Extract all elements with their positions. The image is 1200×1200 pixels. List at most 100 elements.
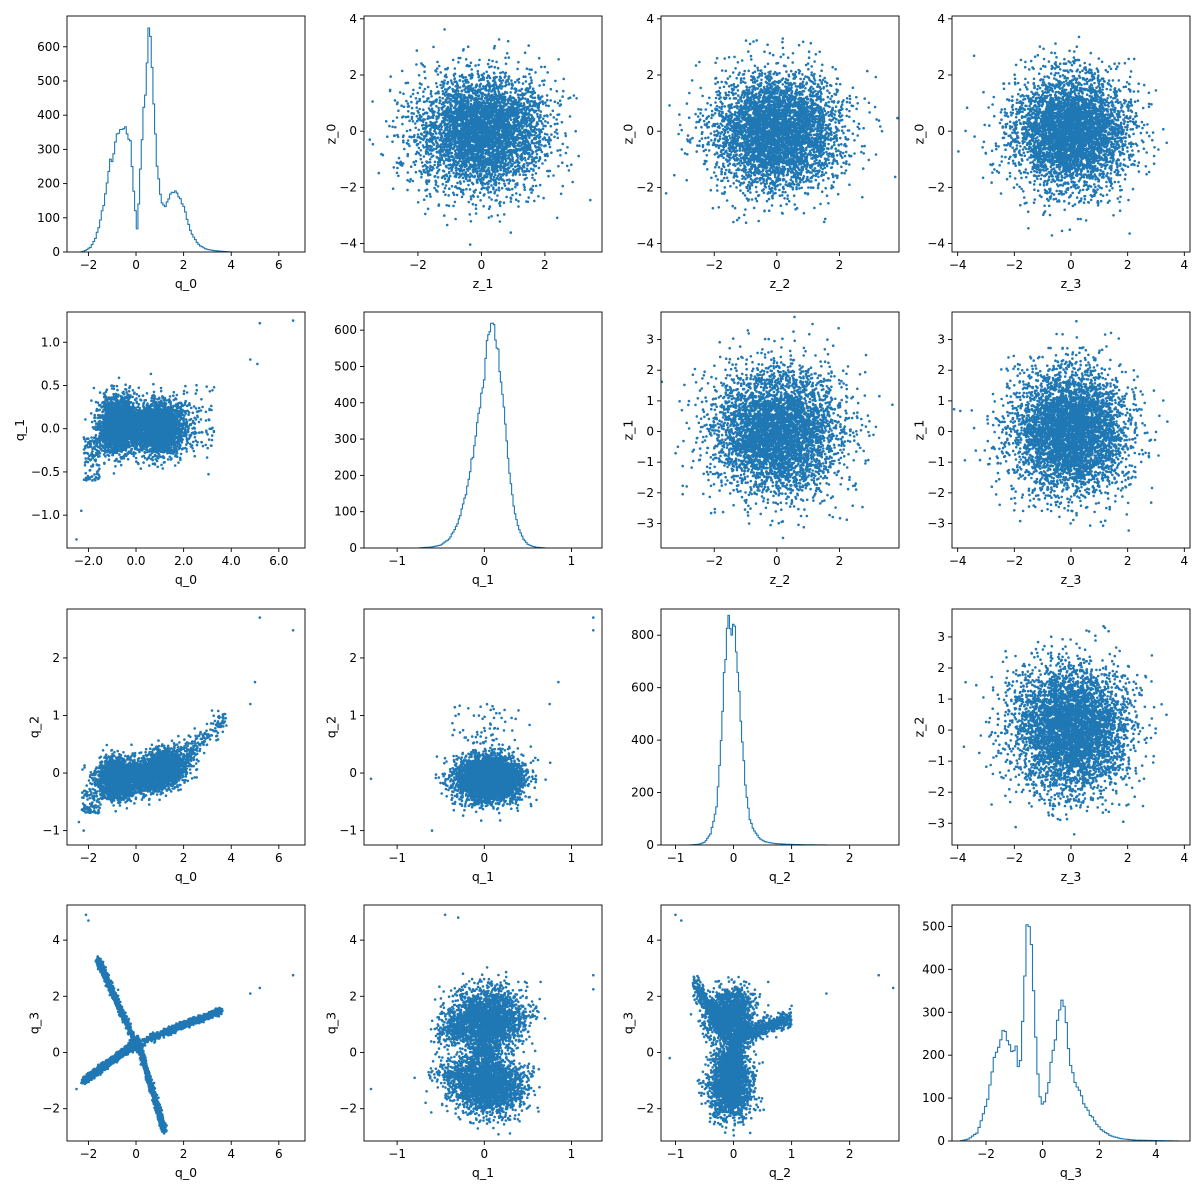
y-axis-label: q_2: [324, 716, 339, 738]
y-tick-label: −1: [339, 824, 357, 838]
x-tick-label: 4: [1181, 554, 1189, 568]
y-tick-label: 500: [37, 74, 60, 88]
y-tick-label: −1.0: [31, 508, 60, 522]
y-tick-label: 600: [334, 323, 357, 337]
x-tick-label: 0: [480, 1147, 488, 1161]
y-axis-label: z_0: [912, 124, 927, 145]
subplot-r1-c0: −2.0 0.0 2.0 4.0 6.0 −1.0 −0.5 0.0 0.5 1.0 q_0 q_1: [12, 311, 306, 587]
x-tick-label: 0: [480, 851, 488, 865]
histogram-line: [959, 924, 1180, 1141]
scatter-markers: [664, 37, 899, 224]
y-tick-label: 0: [52, 1046, 60, 1060]
scatter-markers: [75, 319, 295, 541]
subplot-r3-c1: −1 0 1 −2 0 2 4 q_1 q_3: [324, 904, 603, 1180]
x-tick-label: −4: [949, 554, 967, 568]
y-tick-label: 100: [37, 211, 60, 225]
axes-frame: [363, 904, 603, 1142]
x-tick-label: 0.0: [126, 554, 145, 568]
y-tick-label: 500: [922, 919, 945, 933]
y-tick-label: 2: [937, 68, 945, 82]
y-tick-label: 4: [349, 933, 357, 947]
scatter-points: [957, 35, 1168, 237]
x-tick-label: 4: [227, 851, 235, 865]
axes-frame: [363, 311, 603, 549]
scatter-markers: [952, 319, 1169, 532]
y-tick-label: 0: [646, 838, 654, 852]
y-axis-label: q_3: [324, 1012, 339, 1034]
x-tick-label: 0: [132, 258, 140, 272]
y-axis-label: z_0: [324, 124, 339, 145]
y-tick-label: −3: [927, 816, 945, 830]
y-tick-label: 3: [937, 630, 945, 644]
y-tick-label: −1: [636, 455, 654, 469]
y-tick-label: 1: [52, 708, 60, 722]
x-axis-label: q_2: [769, 1165, 791, 1180]
x-axis-label: q_2: [769, 869, 791, 884]
y-tick-label: 600: [37, 40, 60, 54]
x-tick-label: 4: [227, 258, 235, 272]
y-tick-label: 800: [631, 628, 654, 642]
y-tick-label: 4: [646, 933, 654, 947]
y-tick-label: 0: [52, 245, 60, 259]
x-axis-label: q_3: [1060, 1165, 1082, 1180]
scatter-markers: [77, 616, 295, 832]
x-tick-label: −2: [409, 258, 427, 272]
x-tick-label: −1: [667, 851, 685, 865]
y-axis-label: z_2: [912, 717, 927, 738]
x-tick-label: 4: [1181, 258, 1189, 272]
y-tick-label: 400: [631, 733, 654, 747]
x-tick-label: 2.0: [174, 554, 193, 568]
x-axis-label: q_0: [175, 276, 197, 291]
y-tick-label: 0: [646, 425, 654, 439]
x-tick-label: −2: [80, 1147, 98, 1161]
y-tick-label: 1: [937, 692, 945, 706]
scatter-points: [369, 913, 595, 1136]
y-tick-label: 4: [349, 12, 357, 26]
y-tick-label: −3: [636, 516, 654, 530]
axes-frame: [363, 15, 603, 253]
y-tick-label: 0: [349, 541, 357, 555]
scatter-points: [75, 319, 295, 541]
y-tick-label: 400: [922, 962, 945, 976]
x-tick-label: −1: [667, 1147, 685, 1161]
x-tick-label: −4: [949, 258, 967, 272]
y-tick-label: 100: [922, 1091, 945, 1105]
y-tick-label: 0: [937, 124, 945, 138]
scatter-points: [962, 624, 1168, 836]
x-axis-label: z_2: [770, 572, 791, 587]
x-tick-label: 2: [1096, 1147, 1104, 1161]
x-tick-label: 4.0: [222, 554, 241, 568]
y-tick-label: 1: [937, 394, 945, 408]
y-tick-label: 2: [646, 68, 654, 82]
subplot-r0-c1: −2 0 2 −4 −2 0 2 4 z_1 z_0: [324, 12, 603, 291]
y-tick-label: 0: [349, 124, 357, 138]
scatter-points: [369, 616, 595, 832]
x-tick-label: 1: [568, 1147, 576, 1161]
x-tick-label: −2: [80, 851, 98, 865]
y-tick-label: 4: [646, 12, 654, 26]
x-tick-label: 0: [773, 554, 781, 568]
axes-frame: [66, 311, 306, 549]
y-tick-label: 3: [937, 333, 945, 347]
subplot-r2-c0: −2 0 2 4 6 −1 0 1 2 q_0 q_2: [27, 608, 306, 884]
y-tick-label: 200: [631, 786, 654, 800]
subplot-r2-c2: −1 0 1 2 0 200 400 600 800 q_2: [631, 608, 900, 884]
scatter-markers: [962, 624, 1168, 836]
x-tick-label: 6: [275, 1147, 283, 1161]
scatter-points: [368, 28, 592, 246]
y-axis-label: q_2: [27, 716, 42, 738]
histogram-step: [80, 27, 232, 252]
x-tick-label: 0: [132, 851, 140, 865]
y-tick-label: 2: [349, 68, 357, 82]
x-tick-label: −2.0: [74, 554, 103, 568]
scatter-markers: [369, 913, 595, 1136]
y-axis-label: q_3: [27, 1012, 42, 1034]
x-tick-label: 4: [1152, 1147, 1160, 1161]
x-tick-label: 4: [227, 1147, 235, 1161]
y-tick-label: −4: [927, 237, 945, 251]
scatter-markers: [369, 616, 595, 832]
y-tick-label: 0.0: [41, 422, 60, 436]
y-tick-label: −2: [927, 180, 945, 194]
x-axis-label: z_3: [1061, 869, 1082, 884]
y-tick-label: 200: [37, 177, 60, 191]
